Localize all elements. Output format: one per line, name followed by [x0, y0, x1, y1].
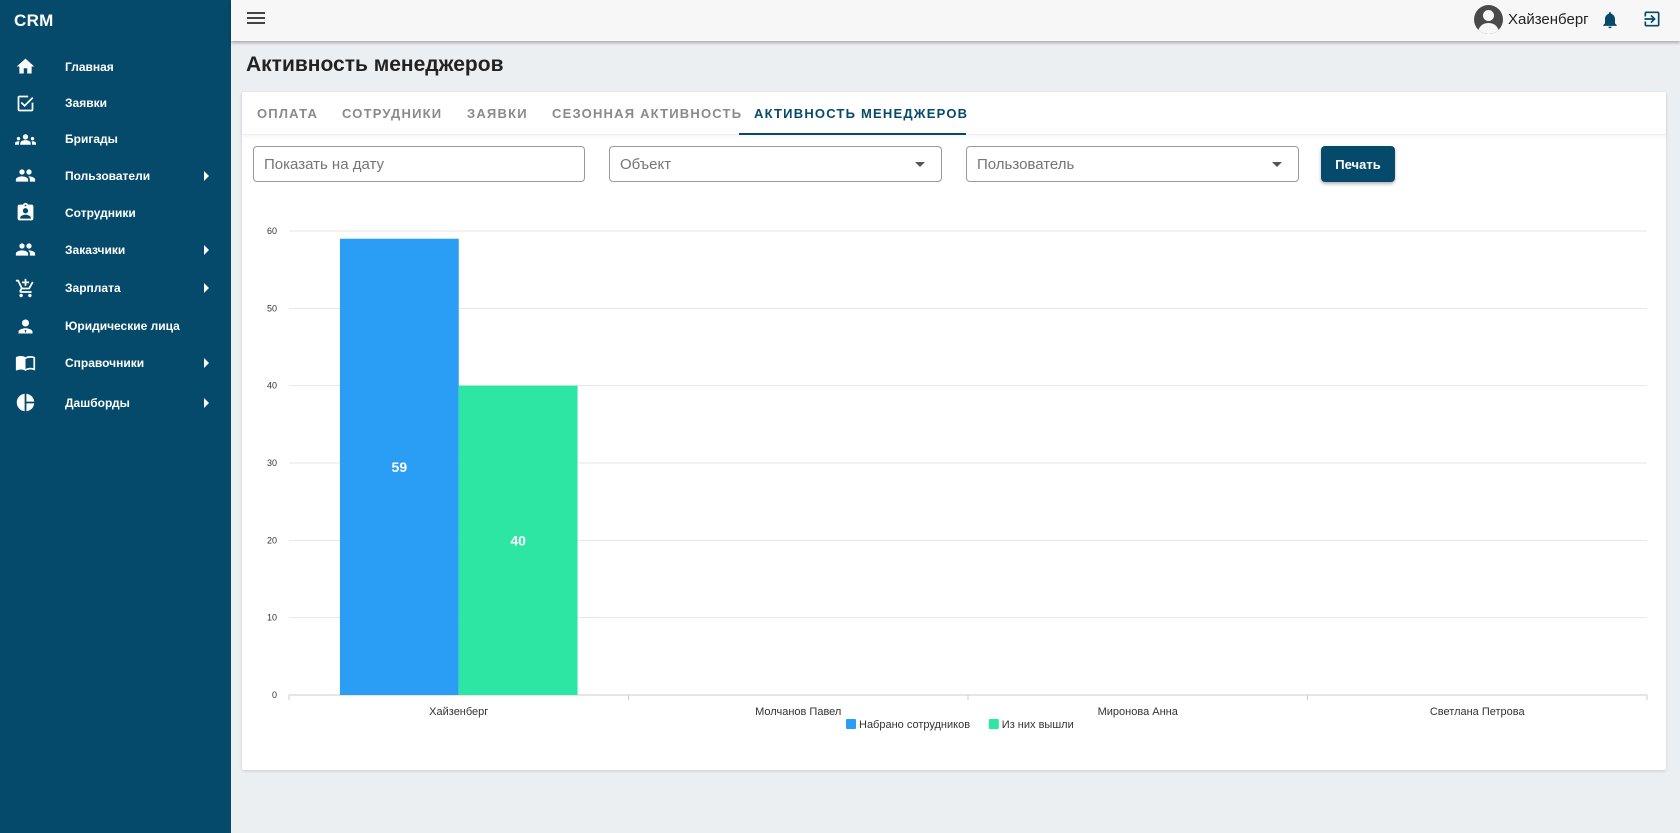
sidebar-item-brigades[interactable]: Бригады: [0, 121, 231, 157]
sidebar-item-label: Дашборды: [65, 395, 130, 410]
legend-entry: Из них вышли: [1002, 719, 1074, 731]
bell-icon[interactable]: [1600, 10, 1620, 30]
hamburger-menu-icon[interactable]: [247, 12, 265, 28]
sidebar-item-label: Сотрудники: [65, 205, 136, 220]
y-tick-label: 50: [267, 303, 277, 313]
sidebar-item-label: Юридические лица: [65, 319, 180, 333]
tab-employees[interactable]: СОТРУДНИКИ: [342, 106, 443, 121]
x-tick-label: Миронова Анна: [1098, 706, 1179, 718]
chevron-down-icon: [915, 162, 925, 167]
date-field[interactable]: [253, 146, 585, 182]
group-icon: [15, 129, 36, 150]
people-icon: [15, 165, 36, 186]
brand-logo[interactable]: CRM: [14, 11, 54, 30]
people-icon: [15, 239, 36, 260]
legend-swatch: [988, 719, 999, 729]
top-bar: Хайзенберг: [231, 0, 1680, 41]
sidebar-item-label: Главная: [65, 59, 114, 74]
sidebar-item-employees[interactable]: Сотрудники: [0, 194, 231, 231]
bar: [458, 385, 578, 695]
chevron-right-icon: [204, 283, 209, 293]
badge-icon: [15, 202, 36, 223]
y-tick-label: 10: [267, 613, 277, 623]
date-input[interactable]: [254, 147, 584, 181]
sidebar-item-customers[interactable]: Заказчики: [0, 231, 231, 268]
sidebar-item-users[interactable]: Пользователи: [0, 157, 231, 194]
sidebar-item-label: Бригады: [65, 132, 118, 146]
bar-value-label: 59: [392, 459, 408, 475]
cart-icon: [15, 278, 36, 299]
bar-value-label: 40: [510, 532, 526, 548]
chevron-down-icon: [1272, 162, 1282, 167]
sidebar-item-label: Пользователи: [65, 168, 151, 183]
y-tick-label: 30: [267, 458, 277, 468]
tab-seasonal-activity[interactable]: СЕЗОННАЯ АКТИВНОСТЬ: [552, 106, 743, 121]
sidebar-nav: Главная Заявки Бригады Пользователи Сотр…: [0, 48, 231, 424]
user-select[interactable]: Пользователь: [966, 146, 1299, 182]
sidebar-item-label: Справочники: [65, 355, 145, 370]
legend-entry: Набрано сотрудников: [859, 719, 970, 731]
sidebar-item-directories[interactable]: Справочники: [0, 344, 231, 381]
chevron-right-icon: [204, 397, 209, 408]
print-button[interactable]: Печать: [1321, 146, 1395, 182]
x-tick-label: Светлана Петрова: [1430, 706, 1526, 718]
tab-bar: ОПЛАТА СОТРУДНИКИ ЗАЯВКИ СЕЗОННАЯ АКТИВН…: [242, 92, 1666, 135]
y-tick-label: 40: [267, 381, 277, 391]
home-icon: [15, 56, 36, 77]
person-tie-icon: [15, 316, 36, 337]
sidebar-item-salary[interactable]: Зарплата: [0, 268, 231, 308]
x-tick-label: Молчанов Павел: [755, 706, 841, 718]
sidebar-item-dashboards[interactable]: Дашборды: [0, 381, 231, 424]
tab-payment[interactable]: ОПЛАТА: [257, 106, 319, 121]
chevron-right-icon: [204, 244, 209, 255]
sidebar-item-label: Заявки: [65, 96, 107, 110]
object-select[interactable]: Объект: [609, 146, 942, 182]
sidebar-item-label: Зарплата: [65, 281, 121, 295]
pie-chart-icon: [15, 392, 36, 413]
bar: [339, 238, 459, 695]
y-tick-label: 60: [267, 226, 277, 236]
page-title: Активность менеджеров: [246, 53, 504, 76]
tab-manager-activity[interactable]: АКТИВНОСТЬ МЕНЕДЖЕРОВ: [754, 106, 969, 121]
checkbox-icon: [15, 93, 36, 114]
sidebar-item-home[interactable]: Главная: [0, 48, 231, 85]
content-card: ОПЛАТА СОТРУДНИКИ ЗАЯВКИ СЕЗОННАЯ АКТИВН…: [242, 92, 1666, 770]
sidebar-item-legal-entities[interactable]: Юридические лица: [0, 308, 231, 344]
book-icon: [15, 352, 36, 373]
sidebar: CRM Главная Заявки Бригады Пользователи …: [0, 0, 231, 833]
bar-chart: 0 10 20 30 40 50 60 Хайзенберг Молчанов Павел Мир…: [267, 226, 1648, 731]
tab-requests[interactable]: ЗАЯВКИ: [467, 106, 528, 121]
user-select-placeholder: Пользователь: [977, 156, 1075, 173]
legend-swatch: [846, 719, 856, 729]
active-tab-indicator: [739, 133, 966, 135]
object-select-placeholder: Объект: [620, 156, 672, 173]
y-tick-label: 0: [272, 690, 277, 700]
x-tick-label: Хайзенберг: [429, 706, 488, 718]
sidebar-item-requests[interactable]: Заявки: [0, 85, 231, 121]
chevron-right-icon: [204, 170, 209, 181]
user-name[interactable]: Хайзенберг: [1508, 11, 1589, 28]
y-tick-label: 20: [267, 535, 277, 545]
logout-icon[interactable]: [1642, 9, 1664, 31]
user-avatar-icon[interactable]: [1474, 5, 1503, 34]
sidebar-item-label: Заказчики: [65, 242, 126, 257]
chevron-right-icon: [204, 357, 209, 368]
